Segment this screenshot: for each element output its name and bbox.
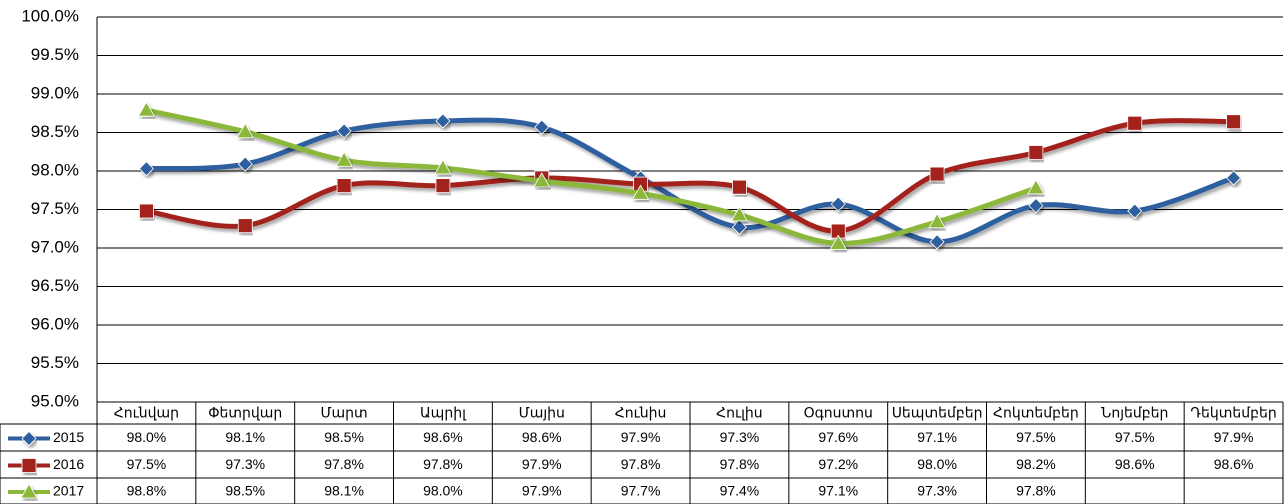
data-label: 97.5% [1016,429,1056,445]
x-tick-label: Սեպտեմբեր [892,405,983,421]
data-label: 97.1% [917,429,957,445]
data-label: 97.5% [127,456,167,472]
data-label: 98.0% [917,456,957,472]
marker [829,234,847,250]
data-label: 97.3% [917,483,957,499]
data-label: 97.8% [720,456,760,472]
marker [534,119,550,135]
series-line [143,118,1237,234]
marker [237,156,253,172]
data-label: 98.2% [1016,456,1056,472]
x-tick-label: Մարտ [320,405,367,421]
y-tick-label: 95.5% [31,353,79,372]
y-tick-label: 97.5% [31,199,79,218]
marker [1127,115,1143,131]
series-line [143,107,1039,246]
marker [335,151,353,167]
data-label: 98.6% [423,429,463,445]
data-label: 97.1% [818,483,858,499]
data-label: 97.5% [1115,429,1155,445]
x-tick-label: Հունիս [615,405,667,421]
y-tick-label: 98.0% [31,160,79,179]
data-label: 98.6% [1214,456,1254,472]
data-label: 97.3% [720,429,760,445]
data-label: 98.6% [1115,456,1155,472]
marker [929,166,945,182]
y-tick-label: 99.0% [31,83,79,102]
data-label: 97.8% [1016,483,1056,499]
data-label: 98.0% [127,429,167,445]
data-label: 97.8% [621,456,661,472]
data-label: 97.7% [621,483,661,499]
marker [139,203,154,219]
x-tick-label: Հոկտեմբեր [993,405,1079,421]
marker [137,101,156,117]
x-tick-label: Օգոստոս [804,405,873,421]
y-tick-label: 99.5% [31,45,79,64]
x-tick-label: Մայիս [519,405,565,421]
marker [533,172,551,188]
data-label: 98.5% [225,483,265,499]
data-label: 97.6% [818,429,858,445]
y-tick-label: 98.5% [31,122,79,141]
y-tick-label: 96.5% [31,276,79,295]
legend-marker [20,483,38,499]
data-label: 97.9% [522,483,562,499]
data-label: 97.9% [522,456,562,472]
marker [732,179,747,195]
marker [730,206,749,222]
y-tick-label: 97.0% [31,237,79,256]
x-tick-label: Հունվար [114,405,179,421]
marker [1226,170,1242,186]
marker [138,161,154,177]
x-tick-label: Ապրիլ [420,405,467,421]
data-label: 97.8% [423,456,463,472]
marker [336,178,352,194]
marker [236,122,254,139]
data-label: 98.6% [522,429,562,445]
legend-marker [21,430,37,447]
marker [830,196,846,212]
marker [435,178,451,194]
marker [336,123,352,139]
data-label: 97.9% [1214,429,1254,445]
y-tick-label: 96.0% [31,314,79,333]
y-tick-label: 100.0% [21,6,79,25]
legend-marker [21,458,37,473]
data-label: 98.1% [225,429,265,445]
legend-label: 2016 [53,456,84,472]
marker [731,219,747,235]
data-label: 97.2% [818,456,858,472]
marker [434,159,452,175]
legend-label: 2017 [53,483,84,499]
marker [631,184,650,200]
data-label: 97.4% [720,483,760,499]
marker [1028,145,1044,160]
marker [435,113,451,129]
data-label: 97.3% [225,456,265,472]
data-label: 98.5% [324,429,364,445]
data-label: 98.8% [127,483,167,499]
data-label: 97.8% [324,456,364,472]
x-tick-label: Դեկտեմբեր [1190,405,1276,421]
x-tick-label: Փետրվար [208,405,282,421]
x-tick-label: Նոյեմբեր [1101,405,1168,421]
x-tick-label: Հուլիս [716,405,763,421]
marker [1028,198,1044,214]
data-label: 98.1% [324,483,364,499]
marker [928,213,946,229]
marker [929,234,945,250]
data-label: 97.9% [621,429,661,445]
marker [1226,114,1241,130]
y-tick-label: 95.0% [31,391,79,410]
marker [1027,179,1045,195]
marker [237,218,253,234]
legend-label: 2015 [53,429,84,445]
marker [1127,203,1143,219]
data-label: 98.0% [423,483,463,499]
